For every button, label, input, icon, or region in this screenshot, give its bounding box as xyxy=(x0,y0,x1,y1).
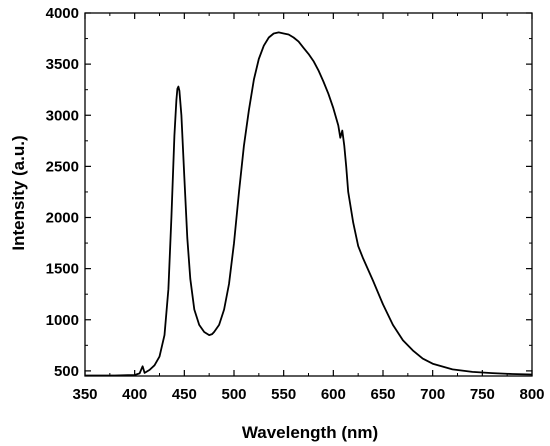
y-tick-label: 3500 xyxy=(46,56,79,73)
x-tick-label: 800 xyxy=(519,386,544,403)
plot-frame xyxy=(84,12,533,377)
y-tick-label: 3000 xyxy=(46,107,79,124)
y-axis-ticks: 500 1000 1500 2000 2500 3000 3500 4000 xyxy=(46,5,532,380)
y-tick-label: 2000 xyxy=(46,210,79,227)
x-tick-label: 500 xyxy=(221,386,246,403)
x-tick-label: 600 xyxy=(321,386,346,403)
series-line-0 xyxy=(85,31,533,377)
x-axis-ticks: 350 400 450 500 550 600 650 700 750 800 xyxy=(72,13,545,403)
y-tick-label: 1500 xyxy=(46,261,79,278)
x-tick-label: 350 xyxy=(72,386,97,403)
x-tick-label: 650 xyxy=(370,386,395,403)
y-axis-title: Intensity (a.u.) xyxy=(9,135,28,250)
x-tick-label: 550 xyxy=(271,386,296,403)
y-tick-label: 4000 xyxy=(46,5,79,22)
y-tick-label: 1000 xyxy=(46,312,79,329)
x-tick-label: 450 xyxy=(172,386,197,403)
x-axis-title: Wavelength (nm) xyxy=(242,423,378,442)
y-tick-label: 500 xyxy=(54,363,79,380)
x-tick-label: 700 xyxy=(420,386,445,403)
x-tick-label: 400 xyxy=(122,386,147,403)
series-layer xyxy=(85,31,533,377)
plot-border xyxy=(84,12,533,377)
y-tick-label: 2500 xyxy=(46,158,79,175)
x-tick-label: 750 xyxy=(470,386,495,403)
